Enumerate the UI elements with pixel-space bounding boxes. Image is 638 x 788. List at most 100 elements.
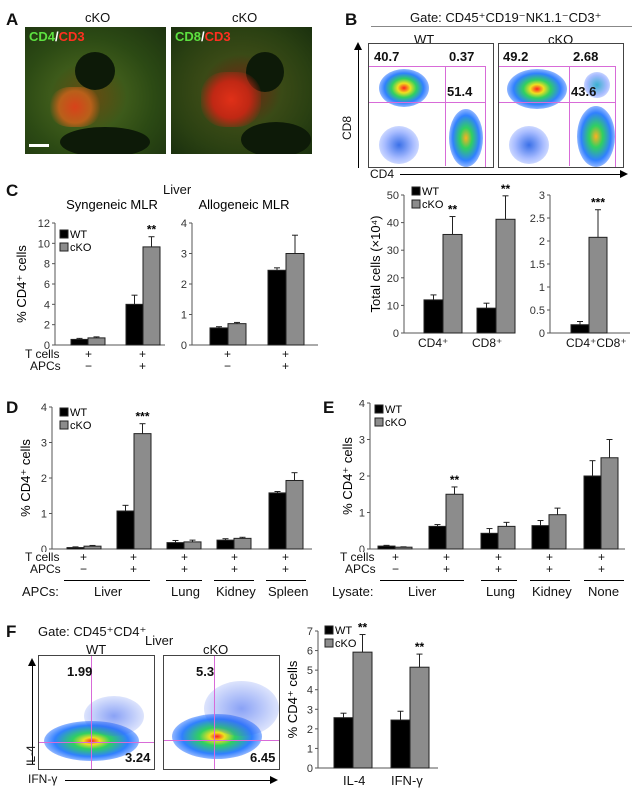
bar-wt bbox=[480, 532, 499, 550]
y-axis-label: % CD4⁺ cells bbox=[340, 437, 355, 515]
gate-line-h bbox=[369, 102, 485, 103]
apcs-mark: − bbox=[224, 359, 232, 373]
legend-swatch-wt bbox=[59, 229, 69, 239]
flow-plot-cko: 5.3 6.45 bbox=[163, 655, 280, 770]
y-tick-label: 12 bbox=[38, 218, 50, 230]
quadrant-ul-value: 1.99 bbox=[67, 664, 93, 679]
significance-marker: ** bbox=[358, 621, 368, 635]
tcells-mark: + bbox=[495, 550, 503, 564]
bar-cko bbox=[87, 337, 106, 346]
population-cd4 bbox=[577, 106, 615, 167]
group-label: Spleen bbox=[268, 584, 309, 599]
significance-marker: ** bbox=[448, 203, 458, 217]
micrograph-cd4-cd3: CD4/CD3 bbox=[25, 27, 166, 154]
y-tick-label: 5 bbox=[307, 665, 313, 677]
bar-cko bbox=[442, 233, 463, 334]
row-label-apcs: APCs bbox=[30, 359, 61, 373]
tcells-mark: + bbox=[80, 550, 88, 564]
quadrant-ur-value: 2.68 bbox=[573, 49, 599, 64]
panel-f-label: F bbox=[6, 622, 17, 641]
y-tick-label: 6 bbox=[44, 279, 50, 291]
scale-bar bbox=[29, 144, 49, 147]
population-dp bbox=[584, 72, 610, 98]
panel-c-label: C bbox=[6, 181, 19, 200]
quadrant-lr-value: 3.24 bbox=[125, 750, 151, 765]
quadrant-lr-value: 6.45 bbox=[250, 750, 276, 765]
bar-cko bbox=[588, 236, 608, 334]
y-tick-label: 1 bbox=[181, 310, 187, 322]
y-tick-label: 1 bbox=[307, 743, 313, 755]
legend-label: WT bbox=[422, 186, 439, 198]
y-tick-label: 6 bbox=[307, 646, 313, 658]
legend-label: cKO bbox=[422, 199, 444, 211]
bar-wt bbox=[476, 307, 497, 334]
legend-swatch-wt bbox=[59, 407, 69, 417]
y-tick-label: 3 bbox=[181, 249, 187, 261]
legend-label: WT bbox=[70, 407, 87, 419]
row-label-apcs: APCs bbox=[30, 562, 61, 576]
y-tick-label: 3 bbox=[539, 190, 545, 202]
y-tick-label: 2 bbox=[307, 724, 313, 736]
bar-wt bbox=[267, 269, 287, 346]
gate-underline bbox=[371, 26, 632, 27]
group-label: None bbox=[588, 584, 620, 599]
group-label: Lung bbox=[486, 584, 515, 599]
panel-a-label: A bbox=[6, 10, 19, 29]
y-axis-arrow-line bbox=[32, 664, 33, 764]
significance-marker: *** bbox=[591, 196, 605, 210]
y-axis-label: CD8 bbox=[340, 115, 354, 140]
panel-f-tissue: Liver bbox=[145, 633, 174, 648]
vessel-lumen bbox=[75, 52, 115, 90]
panel-b-label: B bbox=[345, 10, 358, 29]
population-dn bbox=[509, 126, 549, 164]
y-axis-label: % CD4⁺ cells bbox=[14, 245, 29, 323]
apcs-mark: + bbox=[546, 562, 554, 576]
y-tick-label: 0 bbox=[393, 328, 399, 340]
flow-plot-wt: 40.7 0.37 51.4 bbox=[368, 43, 494, 168]
legend-label: WT bbox=[335, 625, 352, 637]
bar-wt bbox=[70, 338, 89, 346]
tcells-mark: + bbox=[231, 550, 239, 564]
gate-line-v bbox=[91, 656, 92, 769]
bar-cko bbox=[548, 514, 567, 550]
apcs-mark: + bbox=[282, 562, 290, 576]
group-label: Liver bbox=[408, 584, 437, 599]
quadrant-ur-value: 0.37 bbox=[449, 49, 475, 64]
quadrant-lr-value: 43.6 bbox=[571, 84, 597, 99]
chart-title: Syngeneic MLR bbox=[66, 197, 158, 212]
tcells-mark: + bbox=[282, 550, 290, 564]
x-axis-arrow-line bbox=[65, 780, 271, 781]
y-axis-label: Total cells (×10⁴) bbox=[368, 216, 383, 313]
y-tick-label: 2 bbox=[359, 471, 365, 483]
group-line bbox=[64, 580, 150, 581]
arrow-right-icon bbox=[620, 170, 628, 178]
y-tick-label: 2 bbox=[41, 473, 47, 485]
x-axis-label: IFN-γ bbox=[28, 772, 58, 786]
vessel-lumen bbox=[241, 122, 311, 154]
y-axis-label: IL-4 bbox=[24, 745, 38, 766]
y-tick-label: 10 bbox=[38, 238, 50, 250]
category-label: CD4⁺ bbox=[418, 336, 449, 350]
y-tick-label: 2 bbox=[539, 236, 545, 248]
y-tick-label: 20 bbox=[387, 273, 399, 285]
panel-f-wt-title: WT bbox=[86, 642, 107, 657]
stain-label: CD8/CD3 bbox=[175, 29, 231, 44]
y-tick-label: 0 bbox=[307, 763, 313, 775]
bar-cko bbox=[183, 541, 202, 550]
category-label: CD8⁺ bbox=[472, 336, 503, 350]
quadrant-ul-value: 40.7 bbox=[374, 49, 400, 64]
bar-cko bbox=[409, 666, 430, 769]
apcs-mark: − bbox=[392, 562, 400, 576]
y-tick-label: 4 bbox=[41, 402, 47, 414]
apcs-mark: + bbox=[130, 562, 138, 576]
gate-upper bbox=[369, 66, 486, 167]
y-tick-label: 1.5 bbox=[530, 259, 545, 271]
tcells-mark: + bbox=[181, 550, 189, 564]
stain-label: CD4/CD3 bbox=[29, 29, 85, 44]
arrow-up-icon bbox=[354, 42, 362, 50]
y-tick-label: 3 bbox=[307, 704, 313, 716]
group-label: Liver bbox=[94, 584, 123, 599]
arrow-right-icon bbox=[270, 776, 278, 784]
